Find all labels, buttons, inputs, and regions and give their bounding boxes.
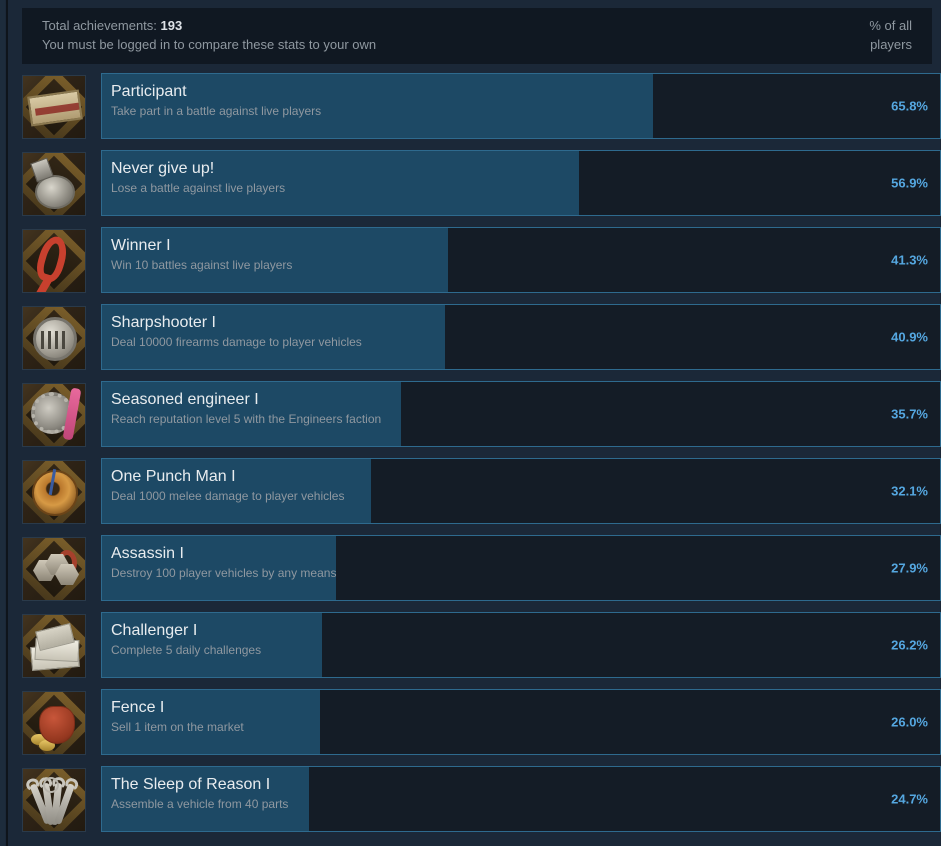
achievement-name: Assassin I [111,545,184,562]
coin-pouch-icon [22,691,86,755]
achievement-name: Participant [111,83,187,100]
achievement-percent: 32.1% [891,483,928,499]
achievement-description: Complete 5 daily challenges [111,643,262,657]
achievement-progress-fill [102,74,654,138]
achievement-text: Sharpshooter I Deal 10000 firearms damage… [111,313,860,350]
achievement-name: Fence I [111,699,165,716]
achievement-text: One Punch Man I Deal 1000 melee damage to… [111,467,860,504]
achievement-percent: 65.8% [891,98,928,114]
achievement-progress-fill [102,459,371,523]
achievement-progress-fill [102,767,309,831]
page-left-edge [0,0,5,846]
achievement-description: Reach reputation level 5 with the Engine… [111,412,382,426]
paper-stack-icon [22,614,86,678]
achievement-progress-fill [102,228,449,292]
achievements-content: Total achievements: 193 You must be logg… [22,0,941,846]
achievement-text: Participant Take part in a battle against… [111,82,860,119]
achievement-list: Participant Take part in a battle against… [22,73,941,834]
achievement-text: Winner I Win 10 battles against live play… [111,236,860,273]
achievement-row: The Sleep of Reason I Assemble a vehicle … [22,766,941,834]
achievement-description: Destroy 100 player vehicles by any means [111,566,337,580]
achievement-name: Never give up! [111,160,215,177]
achievement-percent: 41.3% [891,252,928,268]
achievement-description: Sell 1 item on the market [111,720,244,734]
achievement-percent: 26.2% [891,637,928,653]
achievement-percent: 35.7% [891,406,928,422]
achievement-text: Never give up! Lose a battle against live… [111,159,860,196]
total-achievements-value: 193 [160,18,183,34]
achievement-row: Winner I Win 10 battles against live play… [22,227,941,295]
achievement-percent: 24.7% [891,791,928,807]
achievement-text: Seasoned engineer I Reach reputation leve… [111,390,860,427]
percent-column-header-line1: % of all [869,18,912,34]
achievement-progress-fill [102,151,579,215]
achievement-progress-fill [102,613,322,677]
achievement-description: Win 10 battles against live players [111,258,293,272]
crossout-ticket-icon [22,75,86,139]
gear-medal-icon [22,383,86,447]
achievement-row: Participant Take part in a battle against… [22,73,941,141]
percent-column-header-line2: players [870,37,912,52]
achievement-name: Sharpshooter I [111,314,216,331]
total-achievements-label: Total achievements: [42,18,157,34]
achievement-progress-bar: Participant Take part in a battle against… [101,73,941,139]
achievement-text: The Sleep of Reason I Assemble a vehicle … [111,775,860,812]
achievement-progress-bar: Sharpshooter I Deal 10000 firearms damage… [101,304,941,370]
red-ribbon-icon [22,229,86,293]
achievement-progress-bar: Assassin I Destroy 100 player vehicles by… [101,535,941,601]
achievement-progress-bar: The Sleep of Reason I Assemble a vehicle … [101,766,941,832]
summary-header-left: Total achievements: 193 You must be logg… [22,17,376,55]
achievement-percent: 40.9% [891,329,928,345]
achievement-text: Fence I Sell 1 item on the market [111,698,860,735]
page-left-divider [6,0,8,846]
achievement-description: Deal 1000 melee damage to player vehicle… [111,489,345,503]
canteen-lid-icon [22,152,86,216]
achievement-percent: 27.9% [891,560,928,576]
copper-wheel-icon [22,460,86,524]
achievement-name: Challenger I [111,622,198,639]
achievement-description: Take part in a battle against live playe… [111,104,322,118]
achievement-row: Seasoned engineer I Reach reputation leve… [22,381,941,449]
achievement-progress-fill [102,305,445,369]
achievement-name: Winner I [111,237,171,254]
achievement-text: Challenger I Complete 5 daily challenges [111,621,860,658]
achievement-description: Lose a battle against live players [111,181,286,195]
login-note: You must be logged in to compare these s… [42,37,377,52]
total-achievements-line: Total achievements: 193 [42,17,376,36]
achievement-progress-fill [102,690,320,754]
achievement-progress-bar: Seasoned engineer I Reach reputation leve… [101,381,941,447]
achievement-text: Assassin I Destroy 100 player vehicles by… [111,544,860,581]
percent-column-header: % of all players [869,17,932,55]
achievement-progress-bar: Winner I Win 10 battles against live play… [101,227,941,293]
achievement-progress-bar: Fence I Sell 1 item on the market 26.0% [101,689,941,755]
metal-disc-icon [22,306,86,370]
achievement-progress-bar: Never give up! Lose a battle against live… [101,150,941,216]
achievement-percent: 26.0% [891,714,928,730]
achievement-name: Seasoned engineer I [111,391,259,408]
achievement-description: Assemble a vehicle from 40 parts [111,797,289,811]
achievement-progress-bar: One Punch Man I Deal 1000 melee damage to… [101,458,941,524]
summary-header: Total achievements: 193 You must be logg… [22,8,932,64]
achievement-row: Assassin I Destroy 100 player vehicles by… [22,535,941,603]
achievement-row: One Punch Man I Deal 1000 melee damage to… [22,458,941,526]
achievement-progress-fill [102,536,336,600]
achievement-progress-fill [102,382,402,446]
achievement-progress-bar: Challenger I Complete 5 daily challenges 2… [101,612,941,678]
achievement-row: Fence I Sell 1 item on the market 26.0% [22,689,941,757]
wrench-set-icon [22,768,86,832]
achievement-name: One Punch Man I [111,468,236,485]
achievement-row: Challenger I Complete 5 daily challenges 2… [22,612,941,680]
achievement-name: The Sleep of Reason I [111,776,271,793]
achievement-description: Deal 10000 firearms damage to player veh… [111,335,362,349]
achievement-row: Sharpshooter I Deal 10000 firearms damage… [22,304,941,372]
achievement-percent: 56.9% [891,175,928,191]
nuts-bolts-icon [22,537,86,601]
achievement-row: Never give up! Lose a battle against live… [22,150,941,218]
